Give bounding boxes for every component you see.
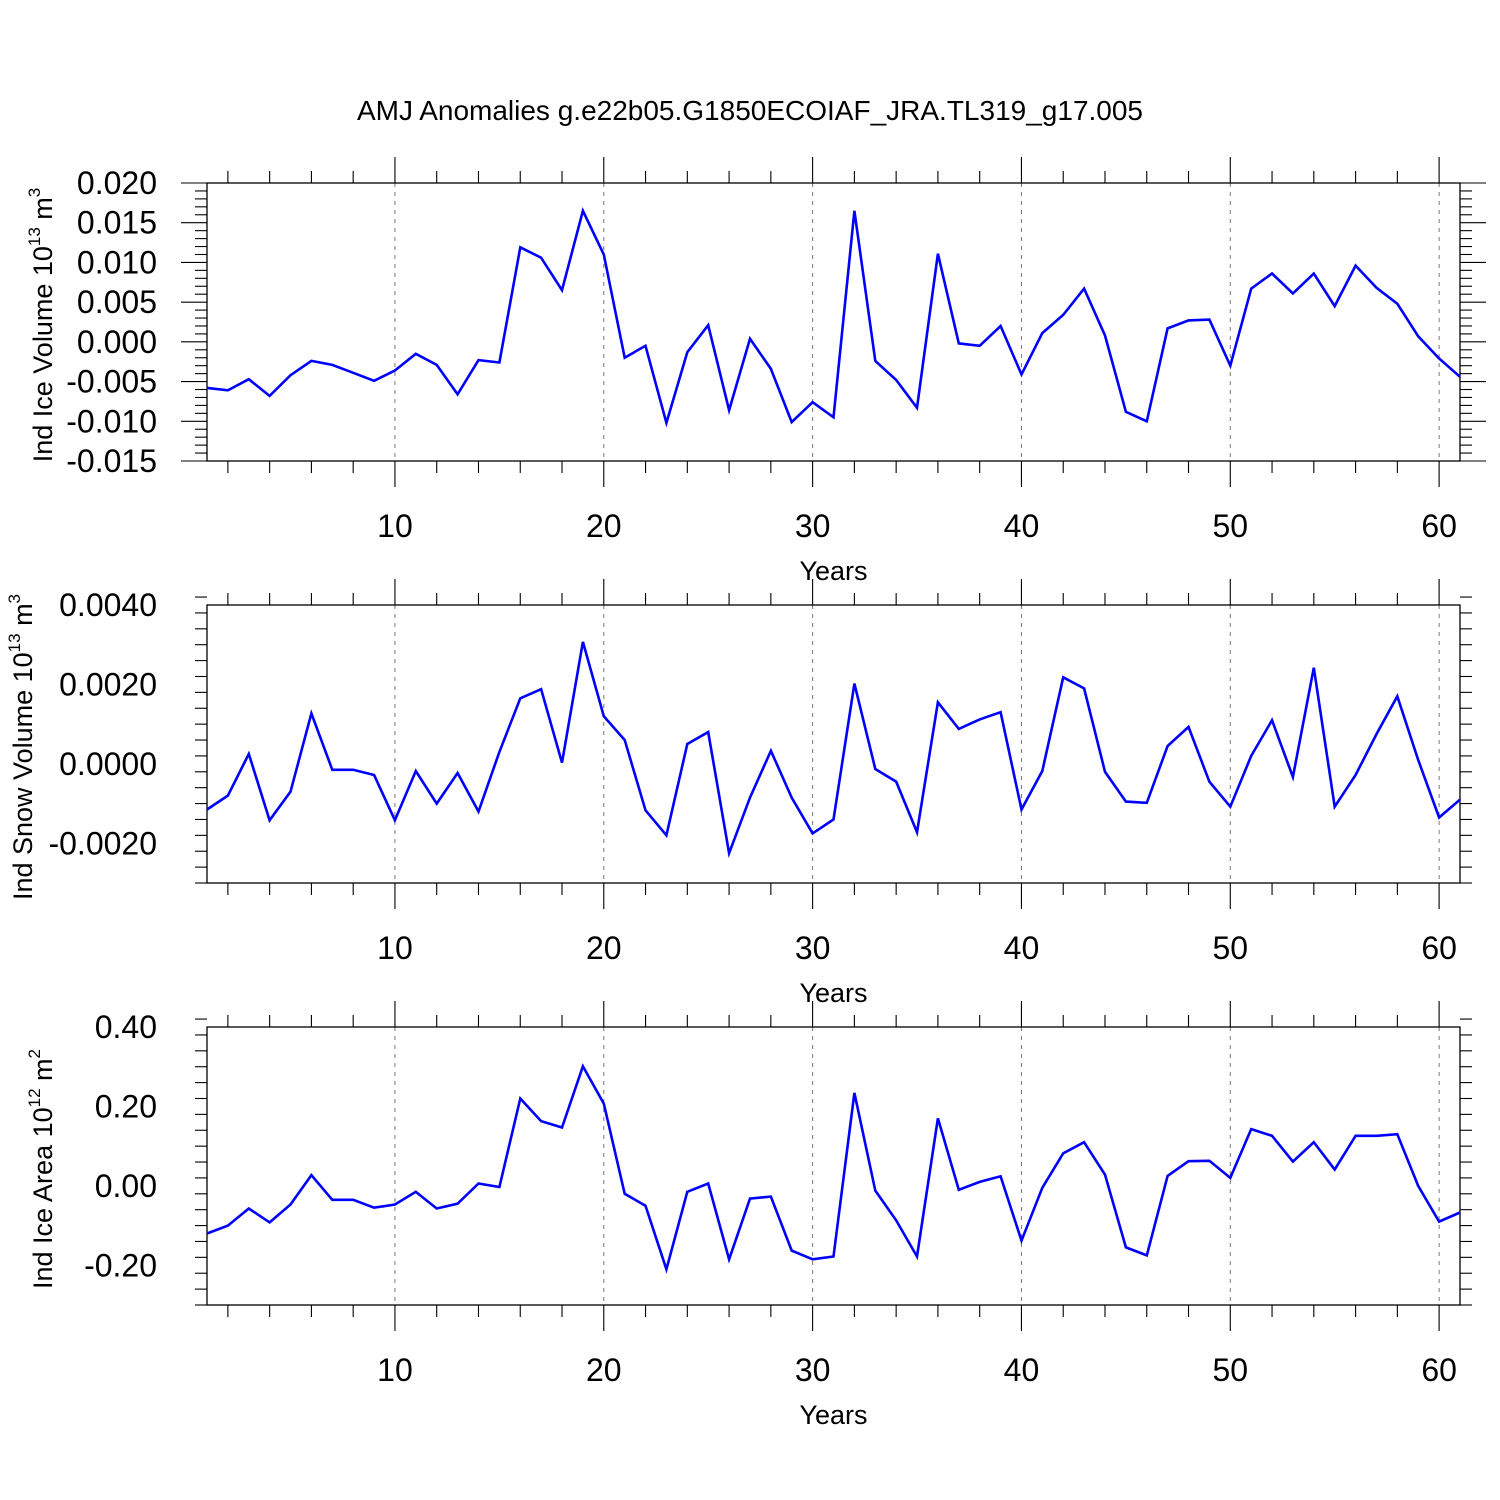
x-tick-label: 50	[1212, 508, 1248, 544]
ylabel-ice-area-unit: m	[28, 1058, 58, 1088]
x-tick-label: 10	[377, 930, 413, 966]
y-tick-label: -0.015	[66, 443, 157, 479]
x-tick-label: 40	[1004, 1352, 1040, 1388]
plot-frame	[206, 1026, 1461, 1306]
ylabel-ice-volume: Ind Ice Volume 1013 m3	[25, 188, 58, 463]
y-tick-label: 0.000	[77, 324, 157, 360]
y-tick-label: 0.020	[77, 165, 157, 201]
y-tick-label: 0.0000	[59, 746, 157, 782]
panel-ice-volume: Ind Ice Volume 1013 m3 Years 10 20 30 40 50 6…	[25, 157, 1486, 586]
ylabel-ice-area-unit-exp: 2	[25, 1049, 44, 1058]
ylabel-ice-area-main: Ind Ice Area 10	[28, 1107, 58, 1289]
y-tick-label: 0.20	[95, 1088, 157, 1124]
ylabel-ice-volume-unit: m	[28, 197, 58, 227]
x-tick-label: 10	[377, 508, 413, 544]
ylabel-ice-volume-main: Ind Ice Volume 10	[28, 246, 58, 462]
y-tick-label: -0.0020	[48, 825, 157, 861]
ylabel-ice-volume-exp: 13	[25, 227, 44, 246]
x-tick-label: 30	[795, 930, 831, 966]
y-tick-label: 0.010	[77, 244, 157, 280]
ylabel-snow-volume-main: Ind Snow Volume 10	[8, 652, 38, 900]
y-tick-label: 0.005	[77, 284, 157, 320]
xlabel-ice-area: Years	[799, 1400, 867, 1430]
x-tick-label: 50	[1212, 930, 1248, 966]
x-tick-label: 60	[1421, 1352, 1457, 1388]
y-tick-label: 0.0040	[59, 587, 157, 623]
y-tick-label: 0.00	[95, 1168, 157, 1204]
x-tick-label: 30	[795, 508, 831, 544]
series-line-ice-volume	[206, 207, 1461, 428]
figure-title: AMJ Anomalies g.e22b05.G1850ECOIAF_JRA.T…	[357, 95, 1143, 126]
ylabel-ice-area: Ind Ice Area 1012 m2	[25, 1049, 58, 1289]
x-tick-label: 60	[1421, 508, 1457, 544]
x-tick-label: 20	[586, 1352, 622, 1388]
x-tick-label: 20	[586, 930, 622, 966]
y-tick-label: 0.40	[95, 1009, 157, 1045]
y-tick-label: -0.20	[84, 1247, 157, 1283]
plot-frame	[206, 604, 1461, 884]
ylabel-snow-volume: Ind Snow Volume 1013 m3	[5, 594, 38, 900]
y-tick-label: 0.015	[77, 205, 157, 241]
series-line-snow-volume	[206, 641, 1461, 859]
plot-frame	[206, 182, 1461, 462]
ylabel-snow-volume-unit: m	[8, 603, 38, 633]
ylabel-ice-volume-unit-exp: 3	[25, 188, 44, 197]
x-tick-label: 20	[586, 508, 622, 544]
x-tick-label: 30	[795, 1352, 831, 1388]
xlabel-snow-volume: Years	[799, 978, 867, 1008]
x-tick-label: 60	[1421, 930, 1457, 966]
y-tick-label: -0.010	[66, 403, 157, 439]
y-tick-label: 0.0020	[59, 666, 157, 702]
ylabel-ice-area-exp: 12	[25, 1088, 44, 1107]
panel-snow-volume: Ind Snow Volume 1013 m3 Years 10 20 30 40 50…	[5, 579, 1472, 1008]
panel-ice-area: Ind Ice Area 1012 m2 Years 10 20 30 40 50 60 -…	[25, 1001, 1472, 1430]
ylabel-snow-volume-exp: 13	[5, 633, 24, 652]
x-tick-label: 50	[1212, 1352, 1248, 1388]
y-tick-label: -0.005	[66, 364, 157, 400]
x-tick-label: 40	[1004, 508, 1040, 544]
xlabel-ice-volume: Years	[799, 556, 867, 586]
series-line-ice-area	[206, 1063, 1461, 1274]
ylabel-snow-volume-unit-exp: 3	[5, 594, 24, 603]
x-tick-label: 40	[1004, 930, 1040, 966]
x-tick-label: 10	[377, 1352, 413, 1388]
